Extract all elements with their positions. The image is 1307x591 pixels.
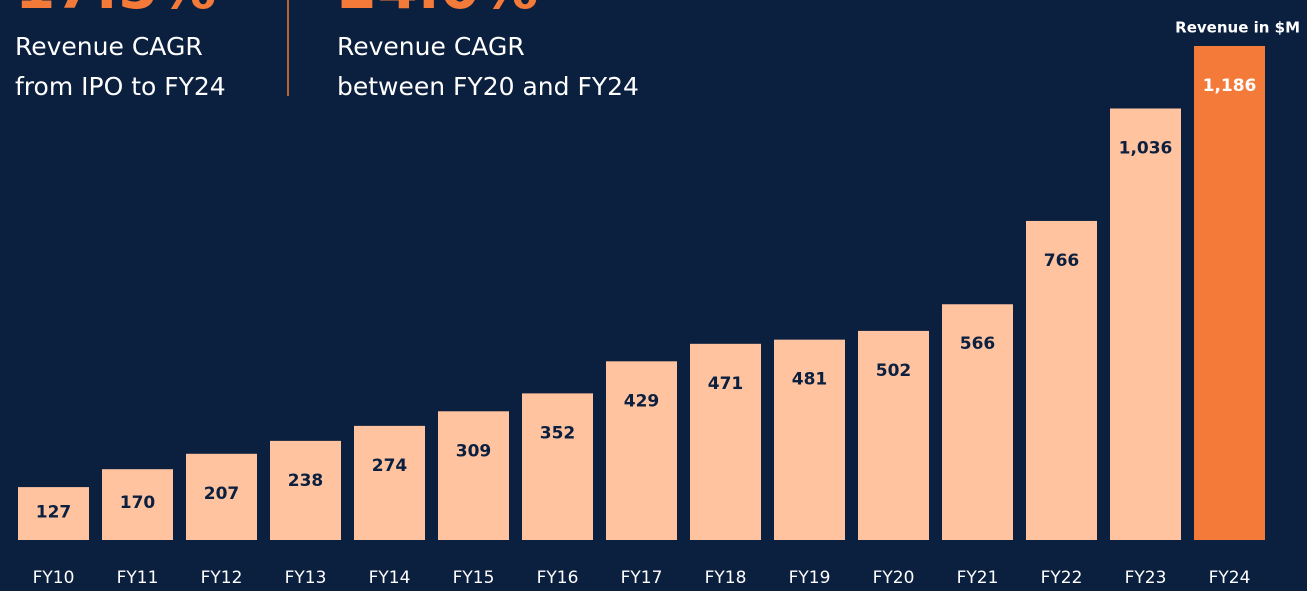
x-tick-label: FY24 (1209, 568, 1251, 588)
bar (270, 440, 341, 540)
x-tick-label: FY19 (789, 568, 831, 588)
value-label: 1,186 (1203, 76, 1257, 96)
value-label: 481 (792, 370, 828, 390)
stat-figure: 17.5% (15, 0, 216, 22)
x-tick-label: FY16 (537, 568, 579, 588)
x-tick-label: FY22 (1041, 568, 1083, 588)
x-tick-label: FY18 (705, 568, 747, 588)
bar (354, 425, 425, 540)
value-label: 502 (876, 361, 912, 381)
x-tick-label: FY10 (33, 568, 75, 588)
x-tick-label: FY13 (285, 568, 327, 588)
bar (18, 487, 89, 540)
bar (1026, 220, 1097, 540)
stat-figure: 24.0% (337, 0, 538, 22)
bar (774, 339, 845, 540)
bar (186, 453, 257, 540)
bar (690, 343, 761, 540)
bar (522, 393, 593, 540)
value-label: 238 (288, 471, 324, 491)
stat-text: from IPO to FY24 (15, 72, 226, 101)
x-tick-label: FY15 (453, 568, 495, 588)
bar (438, 411, 509, 540)
value-label: 309 (456, 441, 492, 461)
x-tick-label: FY12 (201, 568, 243, 588)
bar (942, 304, 1013, 540)
value-label: 352 (540, 423, 576, 443)
stat-text: Revenue CAGR (337, 32, 525, 61)
value-label: 766 (1044, 251, 1080, 271)
stat-text: Revenue CAGR (15, 32, 203, 61)
value-label: 429 (624, 391, 660, 411)
x-tick-label: FY17 (621, 568, 663, 588)
value-label: 566 (960, 334, 996, 354)
bar (1194, 46, 1265, 540)
value-label: 170 (120, 493, 156, 513)
x-tick-label: FY23 (1125, 568, 1167, 588)
bar (606, 361, 677, 540)
bar (102, 469, 173, 540)
bar (858, 330, 929, 540)
x-tick-label: FY20 (873, 568, 915, 588)
value-label: 471 (708, 374, 744, 394)
value-label: 207 (204, 484, 240, 504)
value-label: 127 (36, 502, 72, 522)
x-tick-label: FY11 (117, 568, 159, 588)
value-label: 274 (372, 456, 408, 476)
x-tick-label: FY14 (369, 568, 411, 588)
unit-label: Revenue in $M (1175, 19, 1300, 37)
x-tick-label: FY21 (957, 568, 999, 588)
value-label: 1,036 (1119, 138, 1173, 158)
bar (1110, 108, 1181, 541)
stat-text: between FY20 and FY24 (337, 72, 639, 101)
